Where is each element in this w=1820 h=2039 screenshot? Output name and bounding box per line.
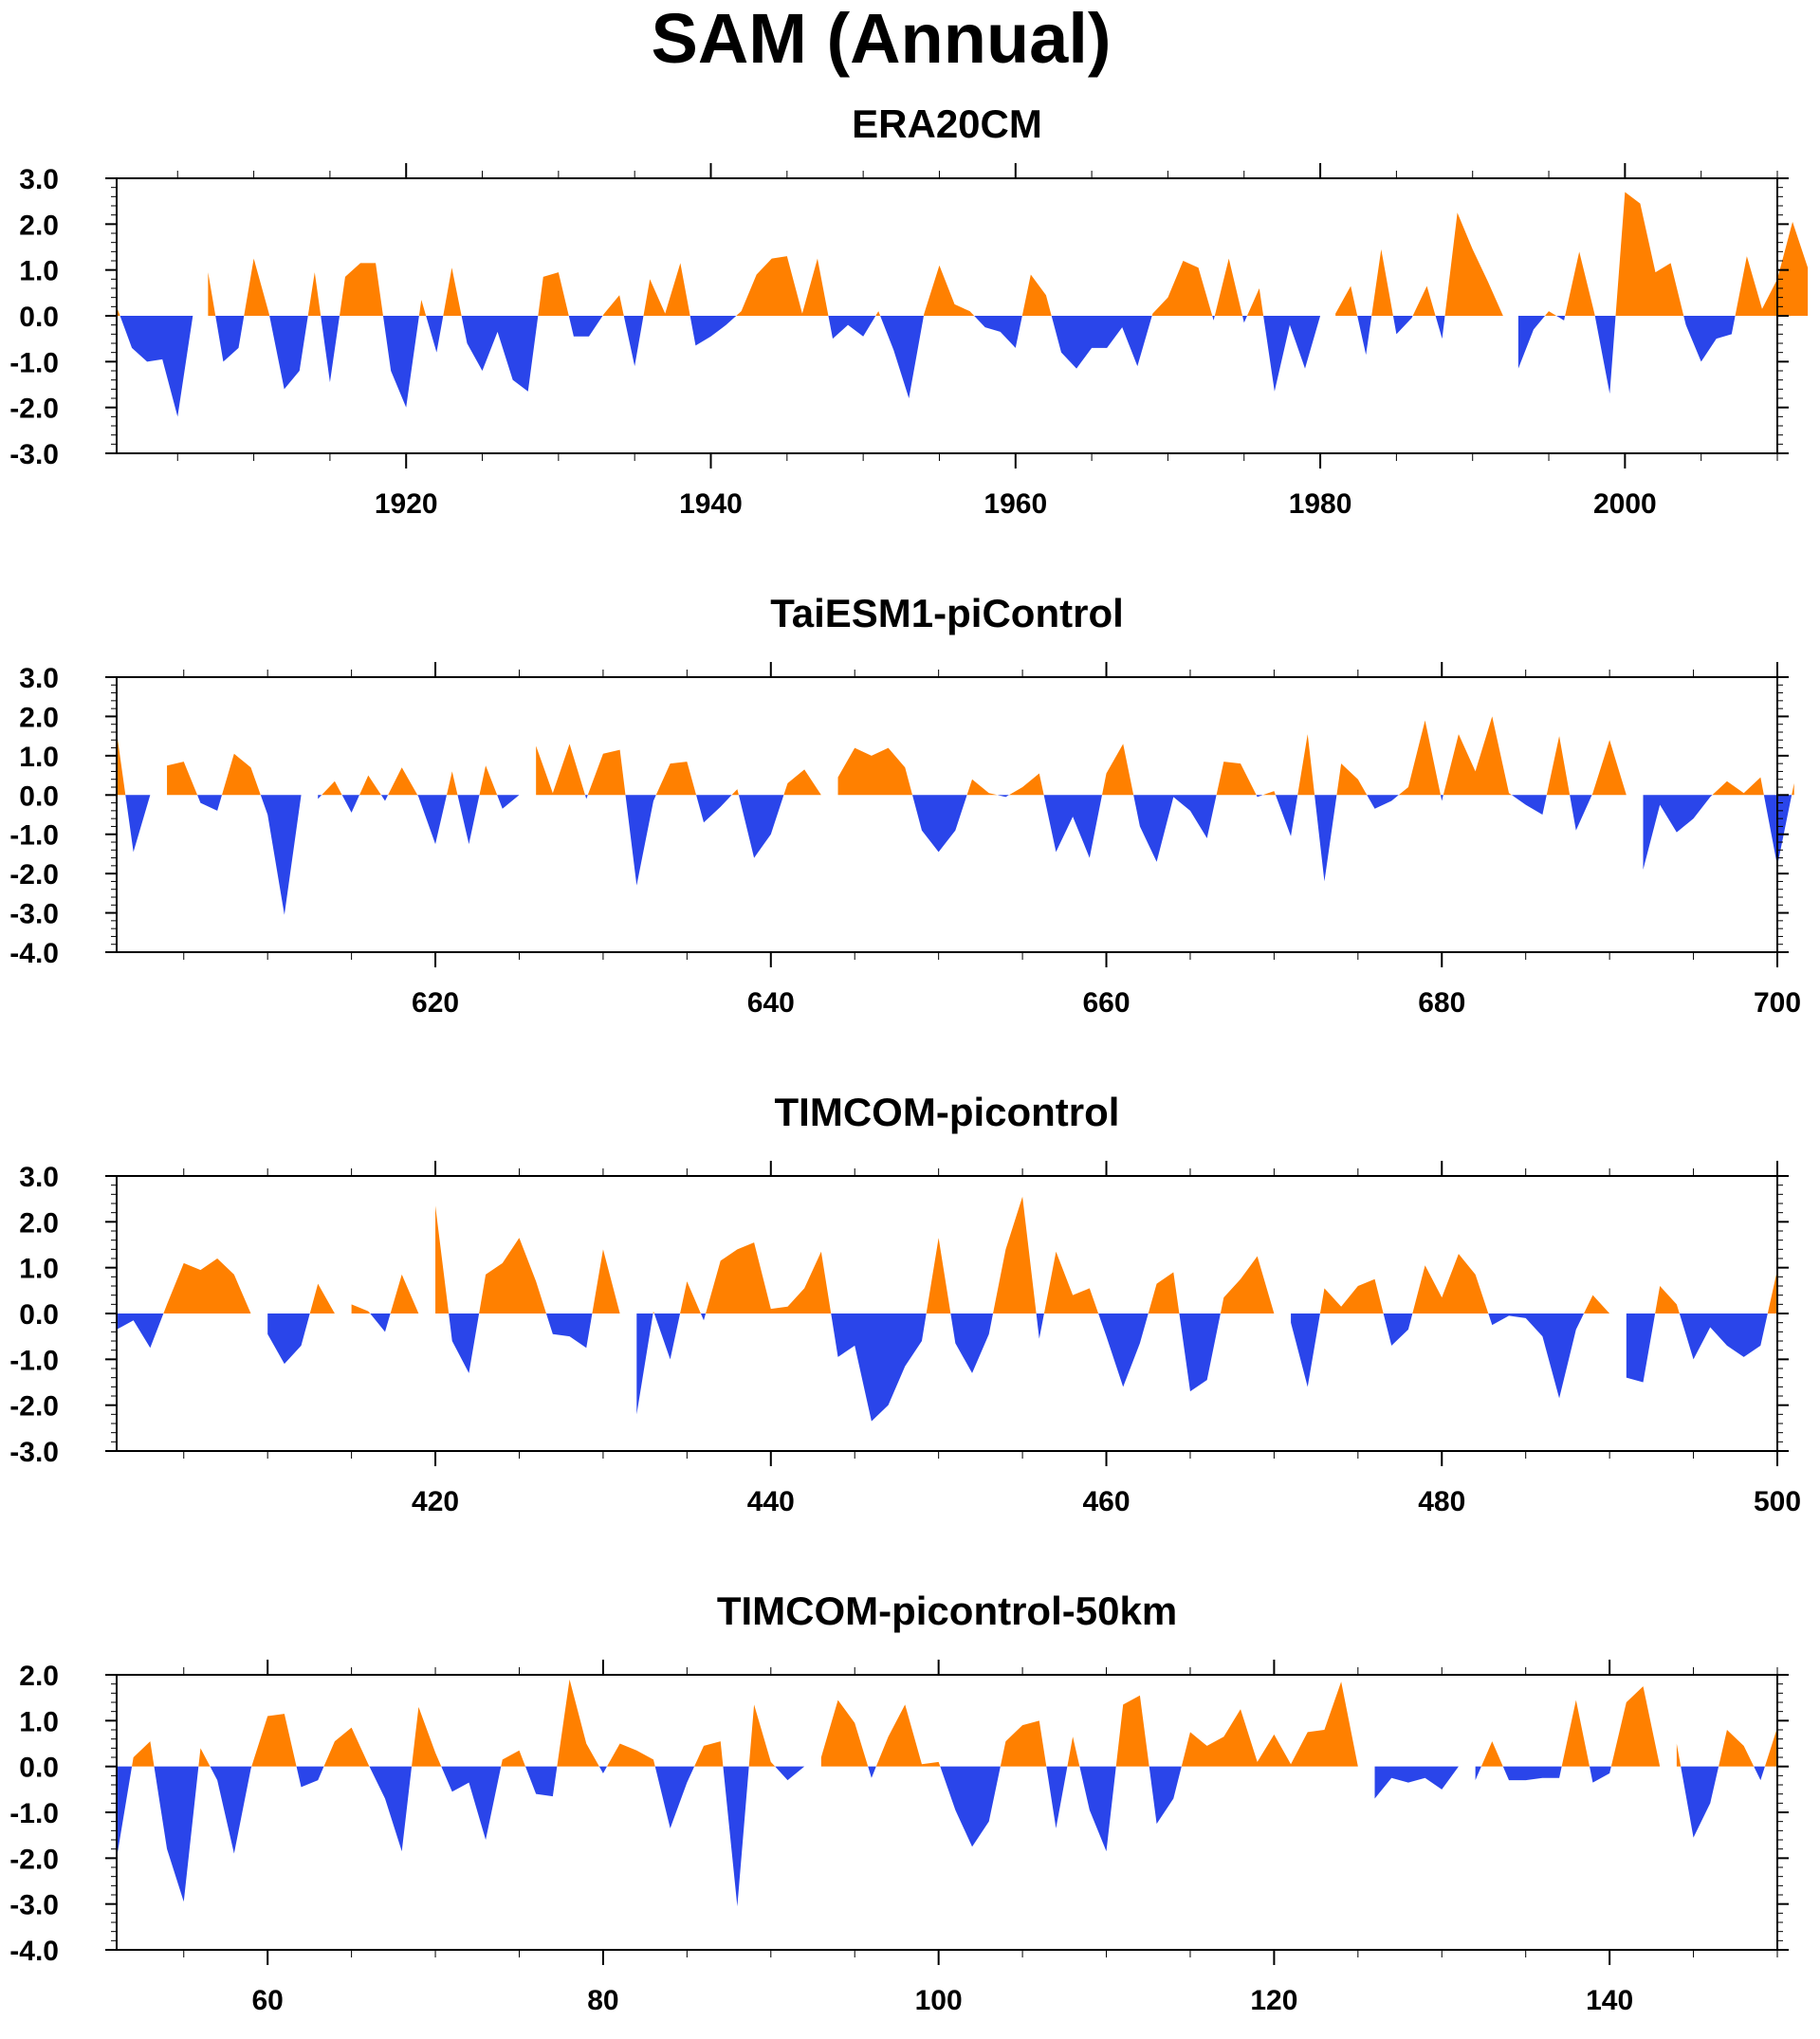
y-tick-label: -2.0 <box>9 859 59 891</box>
y-tick-label: 3.0 <box>19 164 59 195</box>
x-tick-label: 680 <box>1418 987 1465 1019</box>
plot-frame <box>116 1674 1778 1951</box>
y-tick-label: 1.0 <box>19 742 59 773</box>
x-tick-label: 660 <box>1082 987 1130 1019</box>
positive-area <box>117 192 1809 316</box>
x-tick-label: 700 <box>1754 987 1801 1019</box>
negative-area <box>119 316 1736 417</box>
negative-area <box>125 795 1792 915</box>
x-tick-label: 1960 <box>984 488 1047 520</box>
y-tick-label: 2.0 <box>19 1661 59 1692</box>
y-tick-label: 0.0 <box>19 1299 59 1331</box>
panel-title: TIMCOM-picontrol <box>775 1090 1120 1134</box>
negative-area <box>117 1313 1768 1422</box>
panel-title: TaiESM1-piControl <box>770 591 1124 635</box>
x-tick-label: 1980 <box>1289 488 1352 520</box>
panel-timcom-picontrol: TIMCOM-picontrol 3.0 2.0 1.0 0.0 -1.0 -2.0 -3.0… <box>9 1090 1801 1517</box>
y-tick-label: -3.0 <box>9 1890 59 1921</box>
y-tick-label: -3.0 <box>9 899 59 930</box>
x-tick-label: 460 <box>1082 1486 1130 1517</box>
x-tick-label: 80 <box>587 1985 618 2016</box>
y-tick-label: 3.0 <box>19 663 59 694</box>
x-tick-label: 1940 <box>679 488 743 520</box>
y-tick-label: -2.0 <box>9 1391 59 1423</box>
panel-timcom-picontrol-50km: TIMCOM-picontrol-50km 2.0 1.0 0.0 -1.0 -2.0 -3… <box>9 1589 1789 2016</box>
positive-area <box>163 1196 1778 1313</box>
y-tick-label: -2.0 <box>9 394 59 425</box>
y-tick-label: 2.0 <box>19 210 59 241</box>
panel-taiesm1-picontrol: TaiESM1-piControl 3.0 2.0 1.0 0.0 -1.0 -2.0 -3.… <box>9 591 1801 1019</box>
x-tick-label: 500 <box>1754 1486 1801 1517</box>
y-tick-label: -1.0 <box>9 347 59 378</box>
y-tick-label: 1.0 <box>19 256 59 287</box>
x-tick-label: 440 <box>747 1486 795 1517</box>
y-tick-label: 0.0 <box>19 302 59 333</box>
x-tick-label: 140 <box>1586 1985 1633 2016</box>
y-tick-label: -3.0 <box>9 1437 59 1468</box>
y-tick-label: -1.0 <box>9 820 59 852</box>
y-tick-label: 1.0 <box>19 1254 59 1285</box>
figure-title: SAM (Annual) <box>651 0 1112 78</box>
positive-area <box>117 716 1794 796</box>
y-tick-label: -1.0 <box>9 1798 59 1829</box>
plot-frame <box>116 676 1778 953</box>
panel-era20cm: ERA20CM 3.0 2.0 1.0 0.0 -1.0 -2.0 -3.0 1920 1940 1… <box>9 101 1809 520</box>
x-tick-label: 480 <box>1418 1486 1465 1517</box>
panel-title: TIMCOM-picontrol-50km <box>717 1589 1177 1633</box>
y-tick-label: 1.0 <box>19 1706 59 1737</box>
y-tick-label: 0.0 <box>19 1753 59 1784</box>
y-tick-label: -4.0 <box>9 938 59 969</box>
negative-area <box>117 1766 1765 1907</box>
x-tick-label: 120 <box>1250 1985 1297 2016</box>
x-tick-label: 60 <box>251 1985 283 2016</box>
y-tick-label: -1.0 <box>9 1345 59 1376</box>
y-tick-label: 3.0 <box>19 1162 59 1193</box>
panel-title: ERA20CM <box>852 101 1042 146</box>
x-tick-label: 420 <box>412 1486 459 1517</box>
positive-area <box>132 1679 1778 1767</box>
y-tick-label: 0.0 <box>19 781 59 812</box>
y-tick-label: -4.0 <box>9 1936 59 1967</box>
x-tick-label: 620 <box>412 987 459 1019</box>
y-tick-label: -3.0 <box>9 439 59 470</box>
x-tick-label: 100 <box>915 1985 963 2016</box>
y-tick-label: 2.0 <box>19 702 59 733</box>
y-tick-label: -2.0 <box>9 1844 59 1875</box>
x-tick-label: 1920 <box>375 488 438 520</box>
x-tick-label: 640 <box>747 987 795 1019</box>
y-tick-label: 2.0 <box>19 1207 59 1239</box>
x-tick-label: 2000 <box>1593 488 1657 520</box>
